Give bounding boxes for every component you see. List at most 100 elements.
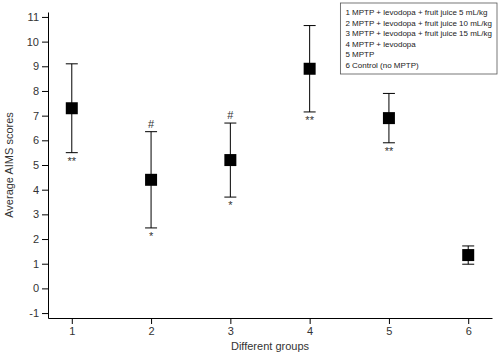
error-bar-cap <box>304 25 316 26</box>
y-tick-mark <box>42 140 48 141</box>
x-tick: 3 <box>228 318 234 337</box>
x-tick-mark <box>151 318 152 324</box>
error-bar-cap <box>462 264 474 265</box>
marker <box>66 102 78 114</box>
y-tick-label: 1 <box>33 258 39 270</box>
marker <box>224 154 236 166</box>
y-tick-mark <box>42 264 48 265</box>
y-tick: 4 <box>33 184 48 196</box>
x-tick-mark <box>468 318 469 324</box>
y-tick-mark <box>42 288 48 289</box>
significance-mark: ** <box>385 145 394 157</box>
x-tick: 5 <box>386 318 392 337</box>
y-tick-label: 5 <box>33 159 39 171</box>
error-bar-cap <box>383 93 395 94</box>
legend-entry: 5 MPTP <box>345 50 374 59</box>
significance-mark: * <box>228 199 233 211</box>
y-tick: 3 <box>33 208 48 220</box>
y-tick-label: 0 <box>33 282 39 294</box>
y-tick: 10 <box>27 36 48 48</box>
y-axis-title: Average AIMS scores <box>3 112 15 218</box>
y-tick-label: -1 <box>29 307 39 319</box>
x-tick: 1 <box>69 318 75 337</box>
x-axis-line <box>49 318 493 319</box>
y-tick-mark <box>42 313 48 314</box>
error-bar-cap <box>224 197 236 198</box>
error-bar-cap <box>383 142 395 143</box>
x-tick-mark <box>72 318 73 324</box>
legend-entry: 6 Control (no MPTP) <box>345 61 419 70</box>
y-axis-line <box>48 13 49 319</box>
significance-mark: # <box>148 118 155 130</box>
legend: 1 MPTP + levodopa + fruit juice 5 mL/kg 2… <box>340 3 497 74</box>
y-tick-label: 2 <box>33 233 39 245</box>
marker <box>145 174 157 186</box>
x-tick-label: 6 <box>466 325 472 337</box>
error-bar-cap <box>66 152 78 153</box>
marker <box>383 112 395 124</box>
x-tick: 6 <box>466 318 472 337</box>
y-tick-mark <box>42 214 48 215</box>
error-bar-cap <box>224 123 236 124</box>
y-tick: 5 <box>33 159 48 171</box>
significance-mark: ** <box>68 155 77 167</box>
error-bar-cap <box>66 63 78 64</box>
chart: 1 2 3 4 5 6 -1 0 1 2 3 4 5 6 7 8 9 10 11 Different groups Av… <box>0 0 500 355</box>
x-tick-mark <box>310 318 311 324</box>
plot-area <box>66 26 474 265</box>
y-tick-mark <box>42 239 48 240</box>
error-bar-cap <box>462 245 474 246</box>
x-axis-title: Different groups <box>231 340 310 352</box>
y-tick-label: 9 <box>33 60 39 72</box>
y-tick: 1 <box>33 258 48 270</box>
y-tick-label: 6 <box>33 134 39 146</box>
marker <box>304 63 316 75</box>
error-bar <box>66 64 78 153</box>
y-tick: 11 <box>28 11 48 23</box>
legend-entry: 2 MPTP + levodopa + fruit juice 10 mL/kg <box>345 19 492 28</box>
error-bar <box>145 132 157 228</box>
legend-entry: 1 MPTP + levodopa + fruit juice 5 mL/kg <box>345 8 487 17</box>
x-axis: 1 2 3 4 5 6 <box>49 318 493 337</box>
legend-box <box>340 3 497 74</box>
x-tick-label: 4 <box>307 325 313 337</box>
y-tick-label: 11 <box>28 11 39 23</box>
y-tick-mark <box>42 190 48 191</box>
y-tick: 8 <box>33 85 48 97</box>
y-tick: 6 <box>33 134 48 146</box>
error-bar-cap <box>145 227 157 228</box>
y-tick: 0 <box>33 282 48 294</box>
error-bar <box>224 123 236 197</box>
legend-entry: 4 MPTP + levodopa <box>345 40 416 49</box>
y-tick: -1 <box>29 307 48 319</box>
error-bar <box>304 26 316 112</box>
y-tick: 7 <box>33 110 48 122</box>
x-tick-mark <box>389 318 390 324</box>
significance-mark: ** <box>305 114 314 126</box>
y-tick: 2 <box>33 233 48 245</box>
y-tick-label: 3 <box>33 208 39 220</box>
error-bar <box>462 246 474 264</box>
error-bar-cap <box>145 131 157 132</box>
y-tick-mark <box>42 17 48 18</box>
x-tick-label: 1 <box>69 325 75 337</box>
y-tick-label: 4 <box>33 184 39 196</box>
y-axis: -1 0 1 2 3 4 5 6 7 8 9 10 11 <box>27 11 49 319</box>
significance-mark: * <box>149 230 154 242</box>
annotations: **#*#***** <box>68 109 394 242</box>
y-tick-mark <box>42 165 48 166</box>
x-tick-label: 2 <box>149 325 155 337</box>
x-tick: 4 <box>307 318 313 337</box>
y-tick-label: 10 <box>27 36 39 48</box>
error-bar <box>383 93 395 142</box>
y-tick-mark <box>42 66 48 67</box>
marker <box>462 249 474 261</box>
y-tick-mark <box>42 42 48 43</box>
error-bar-cap <box>304 111 316 112</box>
y-tick-label: 8 <box>33 85 39 97</box>
y-tick-mark <box>42 116 48 117</box>
x-tick-label: 3 <box>228 325 234 337</box>
significance-mark: # <box>227 109 234 121</box>
y-tick-mark <box>42 91 48 92</box>
x-tick: 2 <box>149 318 155 337</box>
